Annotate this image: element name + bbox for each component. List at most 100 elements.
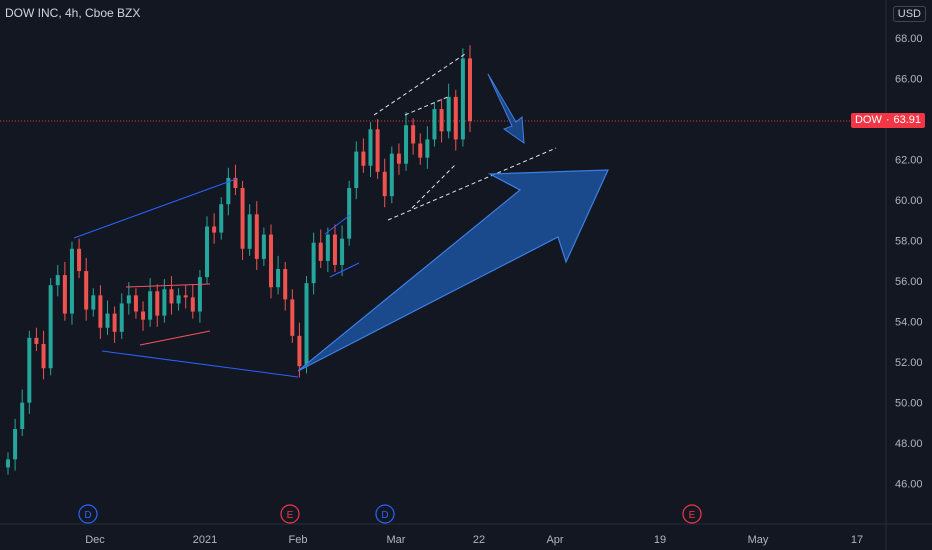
candle-body xyxy=(368,129,373,166)
price-tick-label: 66.00 xyxy=(895,74,923,86)
inner-lower-line xyxy=(411,164,456,209)
time-tick-label: 19 xyxy=(654,534,666,546)
candle-body xyxy=(290,299,295,336)
time-tick-label: Apr xyxy=(546,534,563,546)
dividend-badge[interactable] xyxy=(375,504,395,524)
candle-body xyxy=(176,295,181,304)
badge-letter: E xyxy=(287,510,294,521)
candle-body xyxy=(55,275,60,286)
candle-body xyxy=(197,277,202,312)
candle-body xyxy=(439,109,444,132)
candle-body xyxy=(162,289,167,316)
big-up-arrow xyxy=(297,169,609,372)
candle-body xyxy=(425,139,430,158)
candle-body xyxy=(396,153,401,164)
earnings-badge[interactable] xyxy=(280,504,300,524)
candle-body xyxy=(69,248,74,314)
candle-body xyxy=(41,343,46,369)
candle-body xyxy=(240,188,245,249)
candle-body xyxy=(340,238,345,265)
candle-body xyxy=(283,269,288,300)
time-tick-label: 2021 xyxy=(193,534,217,546)
time-tick-label: Dec xyxy=(85,534,105,546)
price-tick-label: 50.00 xyxy=(895,398,923,410)
candle-body xyxy=(382,171,387,197)
candle-body xyxy=(325,234,330,261)
candle-body xyxy=(318,242,323,261)
price-tag-separator: · xyxy=(885,114,890,126)
small-channel-lower xyxy=(329,262,360,278)
price-tick-label: 56.00 xyxy=(895,276,923,288)
time-tick-label: 17 xyxy=(851,534,863,546)
candle-body xyxy=(133,295,138,312)
candle-body xyxy=(418,143,423,158)
price-tag-value: 63.91 xyxy=(893,114,922,126)
candle-body xyxy=(311,242,316,284)
candle-body xyxy=(62,275,67,314)
badge-letter: E xyxy=(689,510,696,521)
wedge-lower-line xyxy=(387,147,557,221)
candle-body xyxy=(169,289,174,304)
candle-body xyxy=(276,269,281,288)
candle-body xyxy=(375,129,380,172)
channel-upper-line xyxy=(73,178,237,239)
candle-body xyxy=(84,271,89,310)
wedge-upper-line xyxy=(373,53,466,116)
candle-body xyxy=(468,58,472,121)
candle-body xyxy=(297,335,302,367)
candle-body xyxy=(361,151,366,166)
candle-body xyxy=(453,96,458,140)
currency-button[interactable]: USD xyxy=(892,6,926,22)
price-tag-symbol: DOW xyxy=(854,114,882,126)
time-tick-label: Mar xyxy=(387,534,406,546)
inner-upper-line xyxy=(404,95,451,116)
candle-body xyxy=(105,313,110,328)
price-tick-label: 58.00 xyxy=(895,236,923,248)
badge-letter: D xyxy=(84,510,91,521)
price-tick-label: 52.00 xyxy=(895,357,923,369)
price-tick-label: 60.00 xyxy=(895,195,923,207)
price-tick-label: 54.00 xyxy=(895,317,923,329)
candle-body xyxy=(212,226,217,233)
time-tick-label: Feb xyxy=(289,534,308,546)
price-tick-label: 68.00 xyxy=(895,33,923,45)
small-channel-upper xyxy=(324,214,351,235)
candle-body xyxy=(6,459,10,468)
candle-body xyxy=(404,125,409,164)
candle-body xyxy=(233,177,238,189)
candle-body xyxy=(126,295,131,304)
candle-body xyxy=(261,234,266,259)
candle-body xyxy=(98,295,103,328)
price-tick-label: 46.00 xyxy=(895,479,923,491)
time-axis[interactable]: Dec 2021 Feb Mar 22 Apr 19 May 17 xyxy=(85,534,863,546)
badge-letter: D xyxy=(381,510,388,521)
candle-body xyxy=(226,177,231,205)
dividend-badge[interactable] xyxy=(78,504,98,524)
candle-body xyxy=(91,295,96,310)
channel-lower-line xyxy=(101,350,299,378)
candle-body xyxy=(141,311,146,320)
candle-body xyxy=(446,96,451,132)
candles-layer xyxy=(6,45,472,475)
candle-body xyxy=(77,248,82,272)
candle-body xyxy=(254,214,259,259)
candle-body xyxy=(112,313,117,332)
candle-body xyxy=(13,429,18,460)
candle-body xyxy=(460,58,465,140)
earnings-badge[interactable] xyxy=(682,504,702,524)
candle-body xyxy=(332,234,337,265)
drawings-layer xyxy=(73,53,609,378)
chart-title: DOW INC, 4h, Cboe BZX xyxy=(5,6,141,20)
price-axis[interactable]: 46.00 48.00 50.00 52.00 54.00 56.00 58.00 60.00… xyxy=(895,33,923,491)
candle-body xyxy=(304,283,309,367)
candle-body xyxy=(20,402,25,430)
candle-body xyxy=(411,125,416,144)
time-tick-label: May xyxy=(748,534,769,546)
candle-body xyxy=(27,337,32,403)
candle-body xyxy=(347,188,352,239)
candle-body xyxy=(247,214,252,249)
candle-body xyxy=(148,291,153,320)
flag-lower-line xyxy=(139,330,211,346)
